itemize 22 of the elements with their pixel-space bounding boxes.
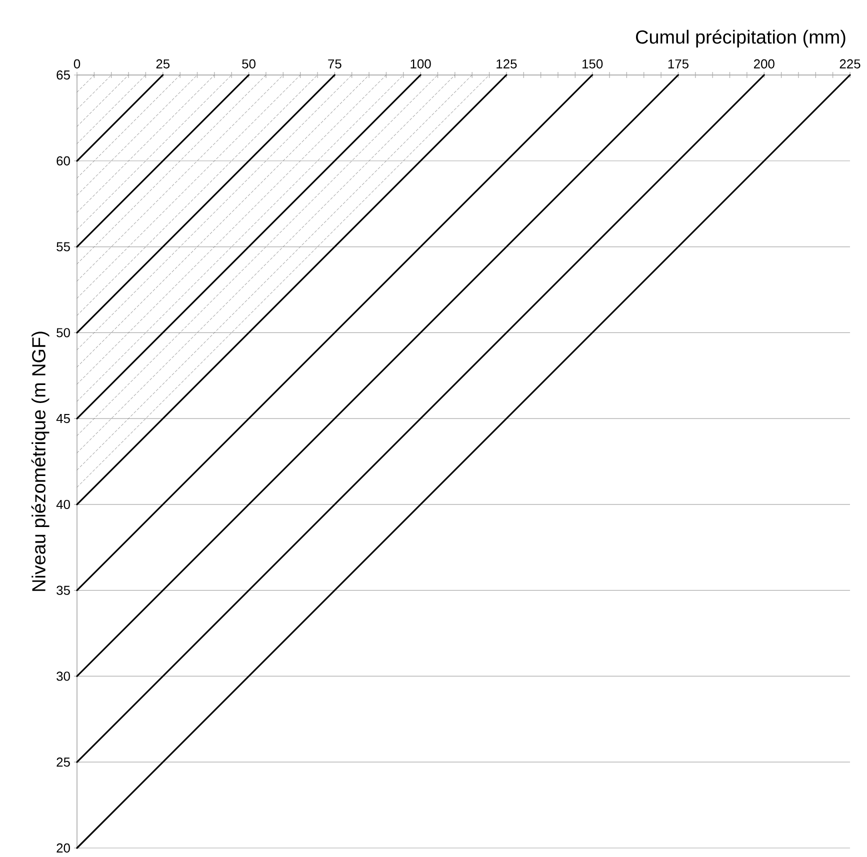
x-tick-label: 225 bbox=[840, 59, 860, 68]
x-tick-label: 150 bbox=[582, 59, 603, 68]
y-tick-label: 45 bbox=[56, 414, 70, 424]
y-tick-label: 20 bbox=[56, 843, 70, 853]
x-axis-title: Cumul précipitation (mm) bbox=[636, 30, 846, 48]
y-tick-label: 35 bbox=[56, 586, 70, 595]
x-tick-label: 75 bbox=[328, 59, 342, 68]
x-tick-label: 0 bbox=[74, 59, 80, 68]
x-tick-label: 25 bbox=[156, 59, 170, 68]
x-tick-label: 175 bbox=[668, 59, 688, 68]
x-tick-label: 200 bbox=[754, 59, 774, 68]
x-tick-label: 50 bbox=[242, 59, 256, 68]
x-tick-label: 100 bbox=[410, 59, 431, 68]
y-tick-label: 30 bbox=[56, 672, 70, 681]
y-tick-label: 50 bbox=[56, 328, 70, 338]
x-tick-label: 125 bbox=[496, 59, 517, 68]
y-axis-title: Niveau piézométrique (m NGF) bbox=[31, 332, 50, 591]
y-tick-label: 40 bbox=[56, 500, 70, 510]
y-tick-label: 65 bbox=[56, 70, 70, 80]
y-tick-label: 55 bbox=[56, 242, 70, 252]
y-tick-label: 25 bbox=[56, 758, 70, 767]
y-tick-label: 60 bbox=[56, 156, 70, 166]
